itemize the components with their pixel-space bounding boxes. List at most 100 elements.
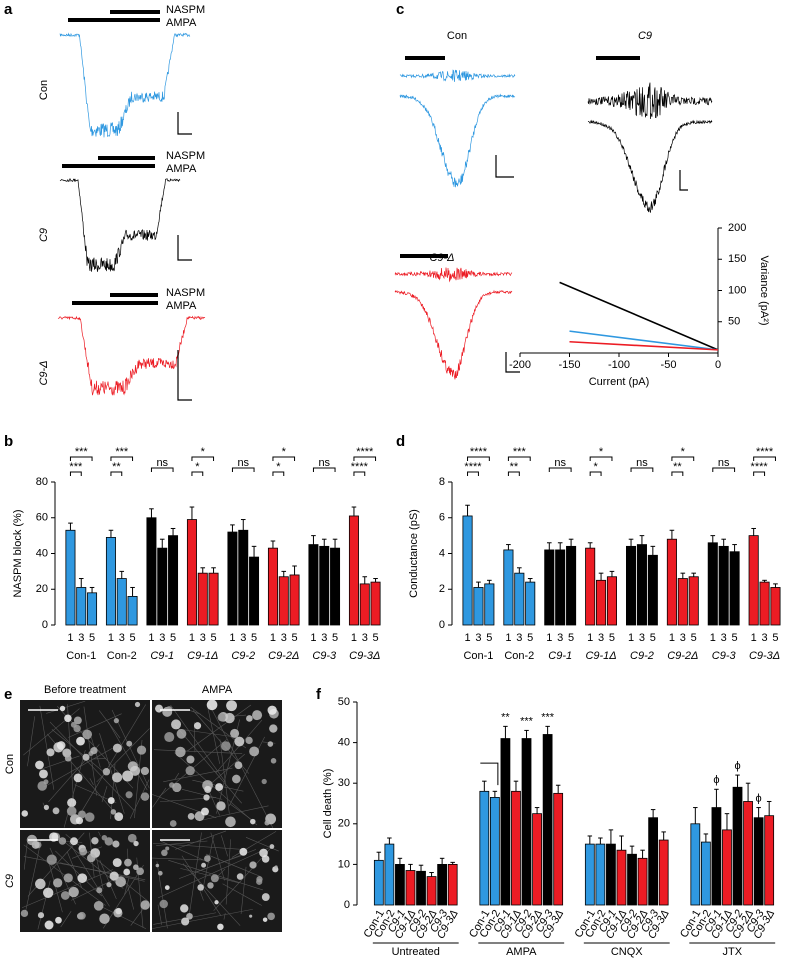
y-axis-label: Cell death (%) xyxy=(322,769,334,839)
y-tick-label: 40 xyxy=(36,547,48,559)
bracket xyxy=(671,456,695,461)
significance: **** xyxy=(756,446,774,458)
group-label: Con-2 xyxy=(504,650,534,662)
significance: ns xyxy=(718,457,730,469)
current-trace xyxy=(57,315,206,396)
group-label: C9-3Δ xyxy=(749,650,780,662)
group-label: C9-2 xyxy=(630,650,654,662)
cell-body xyxy=(107,797,115,805)
trace-name: C9-Δ xyxy=(38,360,50,385)
significance: * xyxy=(201,446,206,458)
x-tick-label: 3 xyxy=(362,632,368,644)
bar xyxy=(479,790,490,906)
bracket xyxy=(191,471,204,476)
significance: * xyxy=(681,446,686,458)
bar xyxy=(405,870,416,906)
group-label: C9-2Δ xyxy=(667,650,698,662)
significance: ϕ xyxy=(756,792,762,804)
cell-body xyxy=(267,741,274,747)
bracket xyxy=(507,471,520,476)
cell-body xyxy=(267,912,275,921)
neurite xyxy=(40,755,80,770)
neurite xyxy=(225,839,231,905)
cell-body xyxy=(109,871,119,881)
cell-body xyxy=(269,724,278,733)
panel-label: e xyxy=(4,686,12,703)
y-tick-label: 20 xyxy=(338,818,350,830)
bar xyxy=(359,583,370,626)
neurite xyxy=(24,839,42,915)
y-tick-label: 30 xyxy=(338,777,350,789)
x-tick-label: 5 xyxy=(609,632,615,644)
significance: *** xyxy=(115,446,129,458)
cell-body xyxy=(234,761,243,770)
row-label: C9 xyxy=(4,874,16,888)
cell-body xyxy=(46,748,55,757)
neurite xyxy=(124,877,130,895)
cell-body xyxy=(164,885,170,890)
group-label: C9-2Δ xyxy=(268,650,299,662)
group-label: Con-1 xyxy=(66,650,96,662)
cell-body xyxy=(113,718,120,724)
neurite xyxy=(99,859,117,899)
current-trace xyxy=(394,267,513,283)
bar xyxy=(658,839,669,906)
bar xyxy=(348,515,359,626)
cell-body xyxy=(112,858,122,868)
neurite xyxy=(240,866,247,914)
neurite xyxy=(157,847,269,899)
bracket xyxy=(671,471,684,476)
neurite xyxy=(55,850,103,897)
x-tick-label: 5 xyxy=(772,632,778,644)
bar xyxy=(722,829,732,906)
cell-body xyxy=(204,855,211,862)
bar xyxy=(503,549,514,626)
bracket xyxy=(467,471,479,476)
y-tick-label: 6 xyxy=(439,512,445,524)
fit-line xyxy=(569,330,719,351)
significance: **** xyxy=(470,446,488,458)
cell-body xyxy=(210,874,219,883)
cell-body xyxy=(102,768,111,776)
cell-body xyxy=(126,740,133,747)
bar xyxy=(606,576,617,626)
neurite xyxy=(27,716,36,767)
cell-body xyxy=(140,792,150,801)
bar xyxy=(707,542,718,626)
bar xyxy=(647,554,658,626)
scale-bar xyxy=(505,352,520,373)
group-label: Untreated xyxy=(392,946,440,958)
x-tick-label: -50 xyxy=(661,359,677,371)
bar xyxy=(700,841,711,906)
x-tick-label: 3 xyxy=(119,632,125,644)
x-tick-label: 5 xyxy=(372,632,378,644)
neurite xyxy=(78,704,147,817)
cell-body xyxy=(166,706,173,713)
cell-body xyxy=(70,837,78,846)
group-label: C9-1Δ xyxy=(585,650,616,662)
cell-body xyxy=(216,801,226,811)
cell-body xyxy=(123,868,131,876)
bar xyxy=(596,579,607,626)
significance: * xyxy=(599,446,604,458)
cell-body xyxy=(35,760,44,770)
cell-body xyxy=(186,912,193,920)
x-tick-label: 5 xyxy=(691,632,697,644)
bar xyxy=(384,843,395,906)
neurite xyxy=(160,840,210,864)
neurite xyxy=(60,911,72,928)
neurite xyxy=(187,832,202,924)
neurite xyxy=(110,763,116,819)
bracket xyxy=(110,471,123,476)
cell-body xyxy=(90,747,98,755)
cell-body xyxy=(256,876,263,883)
neurite xyxy=(232,714,247,717)
cell-body xyxy=(115,876,126,888)
bracket xyxy=(753,471,766,476)
x-tick-label: 1 xyxy=(710,632,716,644)
x-tick-label: 5 xyxy=(568,632,574,644)
bar xyxy=(627,853,637,906)
cell-body xyxy=(70,721,77,728)
trace-name: C9 xyxy=(38,228,50,242)
